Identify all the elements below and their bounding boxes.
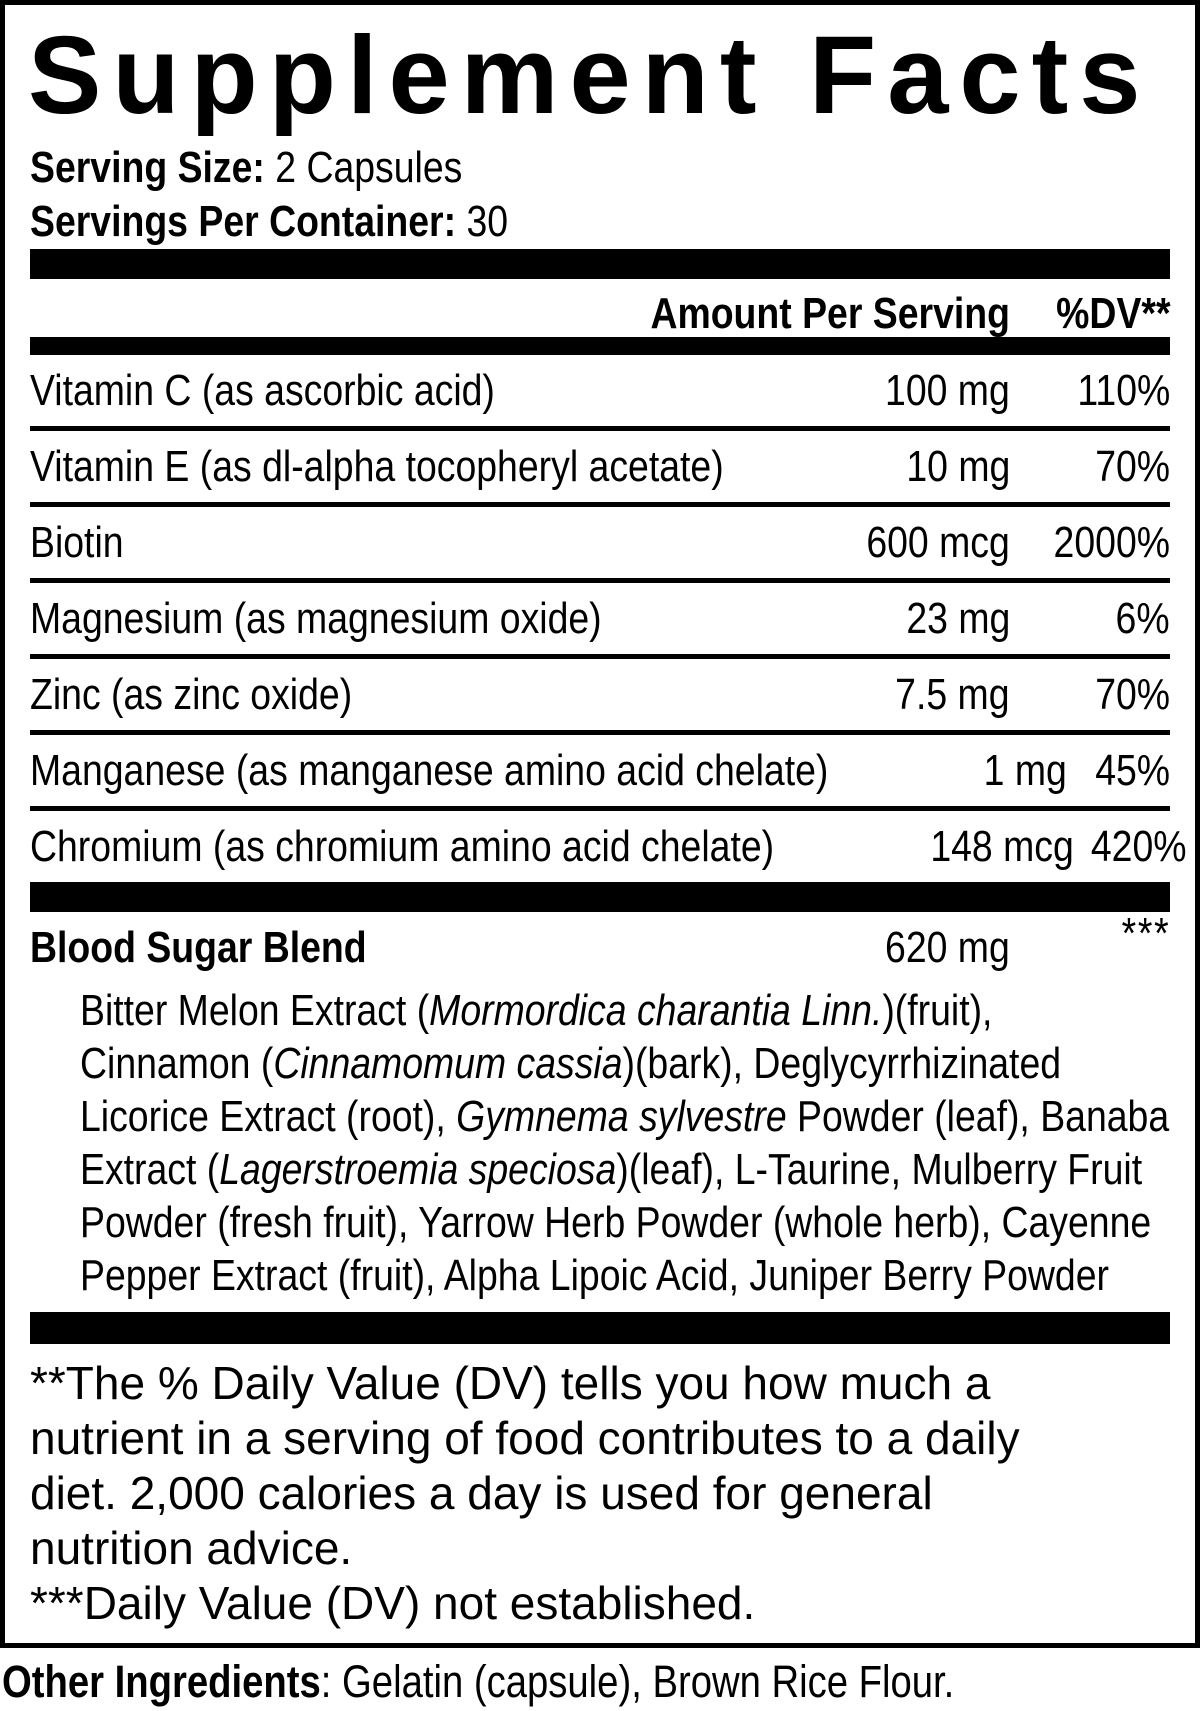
footnote-line: nutrient in a serving of food contribute… [30,1412,1020,1464]
nutrient-amount: 100 mg [885,365,1010,415]
page-title: Supplement Facts [28,14,1152,137]
table-row: Chromium (as chromium amino acid chelate… [30,806,1187,882]
blend-ingredients-line: Licorice Extract (root), Gymnema sylvest… [80,1090,1170,1143]
supplement-facts-panel: Supplement Facts Serving Size: 2 Capsule… [0,0,1200,1648]
blend-ingredients-line: Powder (fresh fruit), Yarrow Herb Powder… [80,1196,1170,1249]
nutrient-amount: 600 mcg [866,517,1010,567]
blend-text: )(fruit), [882,986,993,1035]
blend-dv-asterisks: *** [1121,909,1170,958]
nutrient-dv: 70% [1095,441,1170,491]
nutrient-amount: 148 mcg [930,821,1075,871]
separator-bar-footnote [30,1312,1170,1344]
footnote-line: **The % Daily Value (DV) tells you how m… [30,1357,991,1409]
separator-bar-blend [30,882,1170,912]
blend-text: Licorice Extract (root), [80,1092,457,1141]
table-row: Vitamin C (as ascorbic acid) 100 mg 110% [30,355,1170,426]
dv-footnote: **The % Daily Value (DV) tells you how m… [30,1356,1170,1631]
serving-size-value: 2 Capsules [264,143,463,192]
blend-botanical-name: Lagerstroemia speciosa [219,1145,617,1194]
dv-header: %DV** [1055,289,1170,338]
blend-botanical-name: Mormordica charantia Linn. [429,986,883,1035]
footnote-line: nutrition advice. [30,1522,353,1574]
nutrient-dv: 45% [1095,745,1170,795]
amount-per-serving-header: Amount Per Serving [650,289,1010,338]
blend-botanical-name: Cinnamomum cassia [273,1039,623,1088]
nutrient-name: Chromium (as chromium amino acid chelate… [30,821,775,871]
nutrient-amount: 10 mg [906,441,1010,491]
blend-ingredients: Bitter Melon Extract (Mormordica charant… [30,984,1170,1302]
nutrient-name: Magnesium (as magnesium oxide) [30,593,602,643]
table-row: Vitamin E (as dl-alpha tocopheryl acetat… [30,426,1170,502]
blend-ingredients-line: Pepper Extract (fruit), Alpha Lipoic Aci… [80,1249,1170,1302]
other-ingredients-value: : Gelatin (capsule), Brown Rice Flour. [320,1656,955,1707]
nutrient-dv: 420% [1091,821,1187,871]
servings-per-container-line: Servings Per Container: 30 [30,195,1170,249]
nutrient-name: Vitamin C (as ascorbic acid) [30,365,495,415]
table-row: Zinc (as zinc oxide) 7.5 mg 70% [30,654,1170,730]
other-ingredients-label: Other Ingredients [2,1656,321,1707]
blend-text: Cinnamon ( [80,1039,274,1088]
other-ingredients-line: Other Ingredients: Gelatin (capsule), Br… [2,1656,1200,1708]
servings-per-container-value: 30 [456,197,509,246]
blend-text: Bitter Melon Extract ( [80,986,430,1035]
nutrient-amount: 1 mg [983,745,1068,795]
blend-text: Powder (fresh fruit), Yarrow Herb Powder… [80,1198,1152,1247]
blend-text: Extract ( [80,1145,220,1194]
serving-size-label: Serving Size: [30,143,265,192]
blend-ingredients-line: Cinnamon (Cinnamomum cassia)(bark), Degl… [80,1037,1170,1090]
nutrient-name: Zinc (as zinc oxide) [30,669,353,719]
serving-size-line: Serving Size: 2 Capsules [30,141,1170,195]
column-header-row: Amount Per Serving %DV** [30,279,1170,338]
table-row: Magnesium (as magnesium oxide) 23 mg 6% [30,578,1170,654]
nutrient-table: Vitamin C (as ascorbic acid) 100 mg 110%… [30,355,1187,882]
footnote-line: diet. 2,000 calories a day is used for g… [30,1467,933,1519]
blend-ingredients-line: Bitter Melon Extract (Mormordica charant… [80,984,1170,1037]
nutrient-dv: 110% [1077,365,1170,415]
blend-name: Blood Sugar Blend [30,923,367,972]
blend-text: Powder (leaf), Banaba [786,1092,1170,1141]
blend-botanical-name: Gymnema sylvestre [456,1092,787,1141]
blend-text: )(bark), Deglycyrrhizinated [622,1039,1062,1088]
blend-ingredients-line: Extract (Lagerstroemia speciosa)(leaf), … [80,1143,1170,1196]
nutrient-dv: 2000% [1053,517,1170,567]
separator-bar-top [30,249,1170,279]
nutrient-amount: 23 mg [906,593,1010,643]
separator-bar-header [30,337,1170,355]
table-row: Manganese (as manganese amino acid chela… [30,730,1170,806]
blend-text: Pepper Extract (fruit), Alpha Lipoic Aci… [80,1251,1109,1300]
nutrient-dv: 70% [1095,669,1170,719]
nutrient-name: Manganese (as manganese amino acid chela… [30,745,829,795]
blend-amount: 620 mg [885,923,1010,972]
nutrient-name: Biotin [30,517,124,567]
footnote-line: ***Daily Value (DV) not established. [30,1577,756,1629]
servings-per-container-label: Servings Per Container: [30,197,457,246]
nutrient-dv: 6% [1115,593,1170,643]
blend-row: Blood Sugar Blend 620 mg *** [30,909,1170,984]
table-row: Biotin 600 mcg 2000% [30,502,1170,578]
nutrient-name: Vitamin E (as dl-alpha tocopheryl acetat… [30,441,724,491]
nutrient-amount: 7.5 mg [895,669,1010,719]
blend-text: )(leaf), L-Taurine, Mulberry Fruit [616,1145,1143,1194]
